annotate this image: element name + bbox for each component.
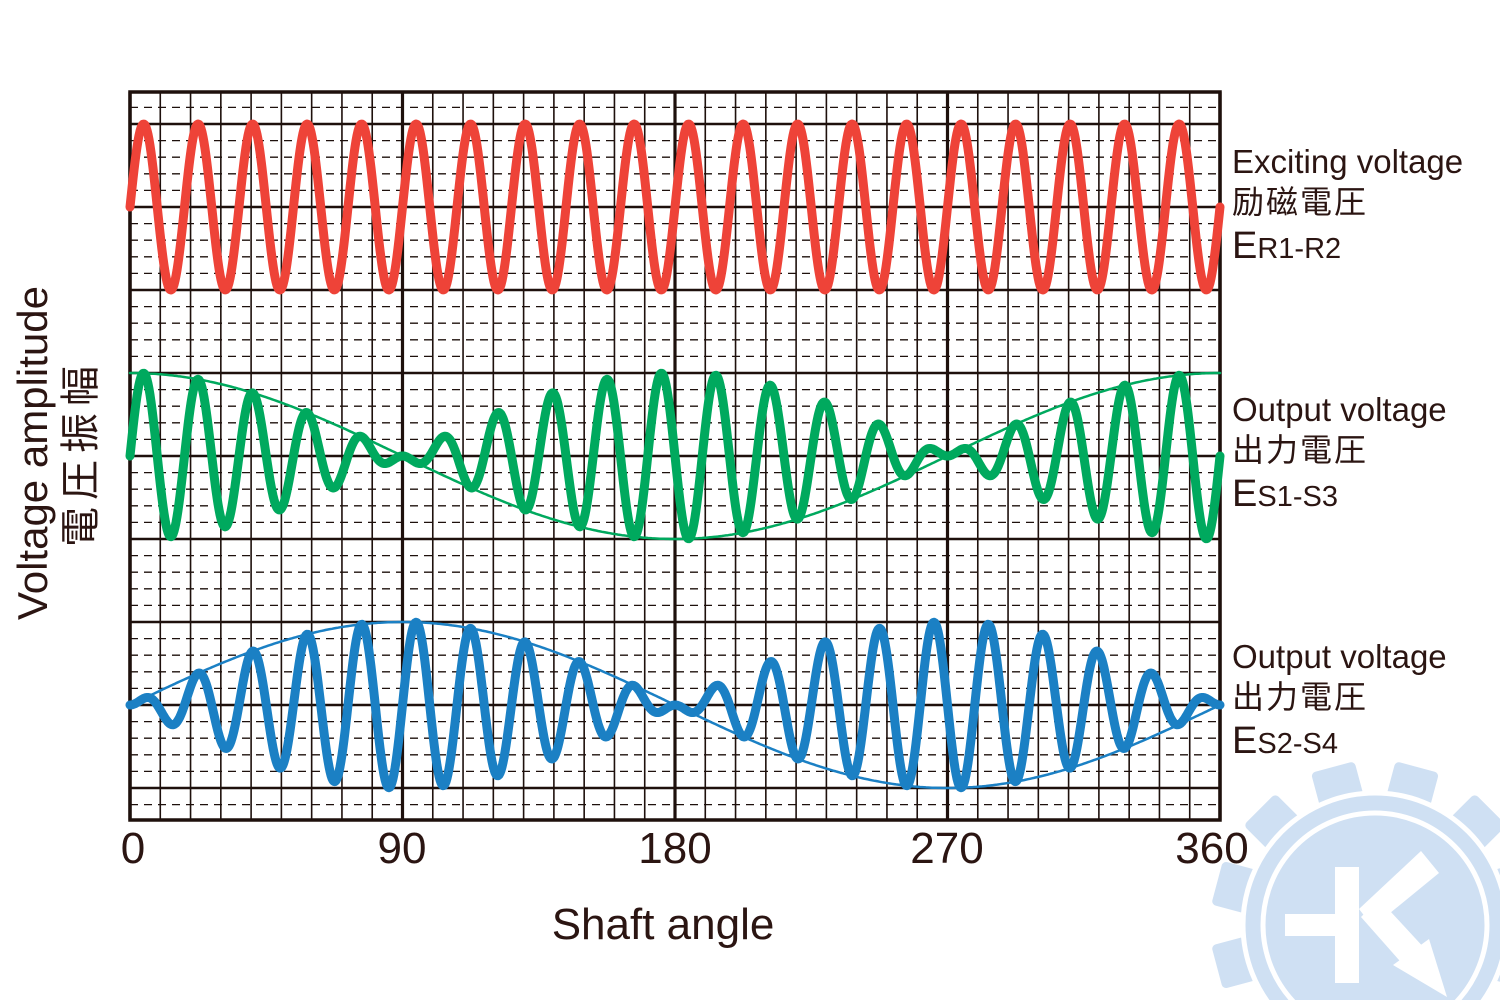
legend-output-voltage-s2s4: Output voltage 出力電圧 ES2-S4	[1232, 636, 1447, 767]
x-tick-0: 0	[120, 824, 146, 873]
x-tick-270: 270	[910, 824, 984, 873]
legend-line-en: Output voltage	[1232, 391, 1447, 428]
k-arrow-icon	[1285, 851, 1447, 997]
legend-line-en: Exciting voltage	[1232, 143, 1464, 180]
y-axis-label-en: Voltage amplitude	[9, 286, 56, 620]
legend-symbol: ER1-R2	[1232, 225, 1342, 267]
legend-line-ja: 励磁電圧	[1232, 184, 1369, 220]
x-tick-360: 360	[1175, 824, 1249, 873]
legend-output-voltage-s1s3: Output voltage 出力電圧 ES1-S3	[1232, 389, 1447, 520]
legend-line-ja: 出力電圧	[1232, 432, 1369, 468]
legend-exciting-voltage: Exciting voltage 励磁電圧 ER1-R2	[1232, 141, 1463, 272]
gear-logo-icon	[1207, 757, 1500, 1000]
y-axis-label-ja: 電圧振幅	[59, 359, 103, 547]
x-axis-label: Shaft angle	[551, 900, 775, 949]
legend-symbol: ES2-S4	[1232, 720, 1338, 762]
watermark	[1205, 745, 1500, 1000]
legend-symbol: ES1-S3	[1232, 473, 1338, 515]
legend-line-ja: 出力電圧	[1232, 679, 1369, 715]
x-tick-180: 180	[638, 824, 712, 873]
x-tick-90: 90	[377, 824, 427, 873]
legend-line-en: Output voltage	[1232, 638, 1447, 675]
y-axis-label: Voltage amplitude 電圧振幅	[9, 193, 120, 713]
